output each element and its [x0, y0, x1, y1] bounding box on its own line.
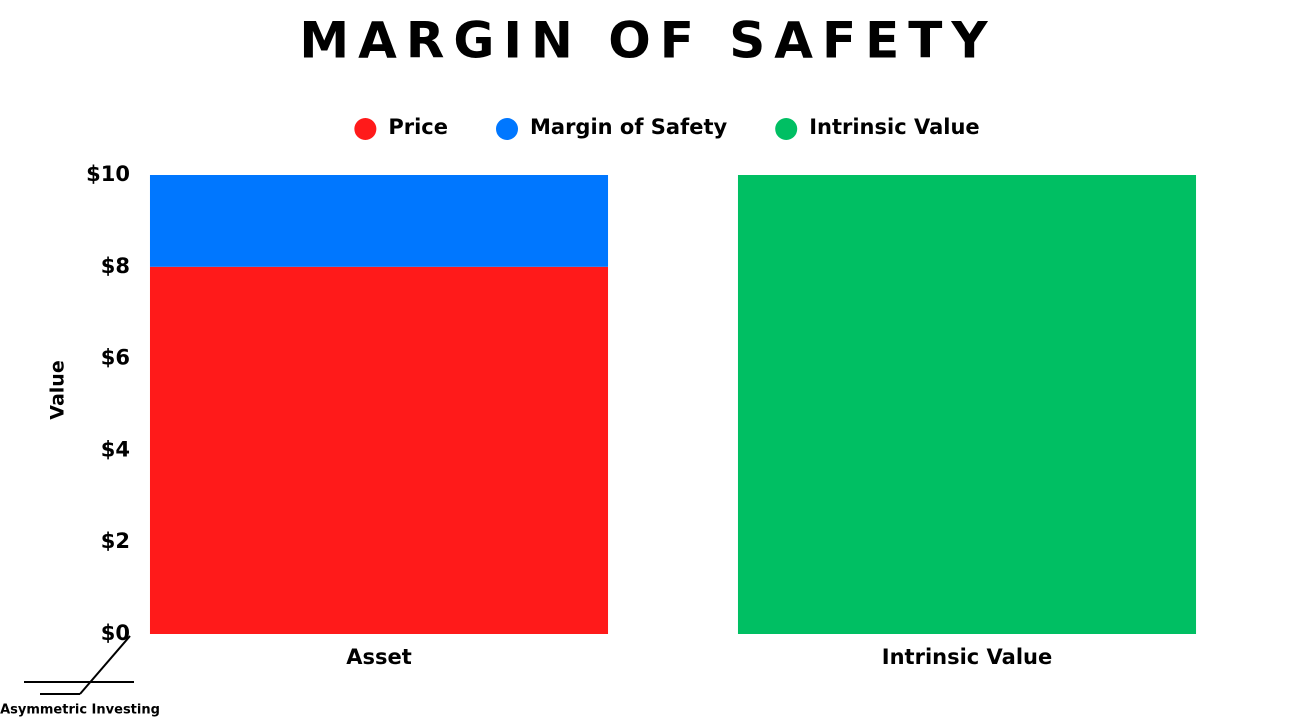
y-tick-label: $6: [101, 346, 130, 370]
x-tick-label: Asset: [346, 645, 412, 669]
bar-segment: [149, 175, 609, 267]
logo: [24, 635, 134, 695]
legend-label: Price: [388, 115, 448, 139]
bar-segment: [737, 175, 1197, 634]
legend-label: Margin of Safety: [530, 115, 728, 139]
x-tick-label: Intrinsic Value: [882, 645, 1052, 669]
y-tick-label: $10: [86, 162, 130, 186]
chart-title: MARGIN OF SAFETY: [299, 12, 996, 70]
logo-line: [79, 635, 131, 695]
legend-marker: [354, 118, 377, 140]
y-tick-label: $0: [101, 621, 130, 645]
y-tick-label: $8: [101, 254, 130, 278]
bar-segment: [149, 266, 609, 634]
legend-marker: [775, 118, 798, 140]
y-axis-label: Value: [47, 360, 69, 419]
legend-marker: [496, 118, 518, 140]
y-tick-label: $4: [101, 437, 130, 461]
y-tick-label: $2: [101, 529, 130, 553]
footer-text: Asymmetric Investing: [0, 703, 160, 718]
legend-label: Intrinsic Value: [809, 115, 979, 139]
